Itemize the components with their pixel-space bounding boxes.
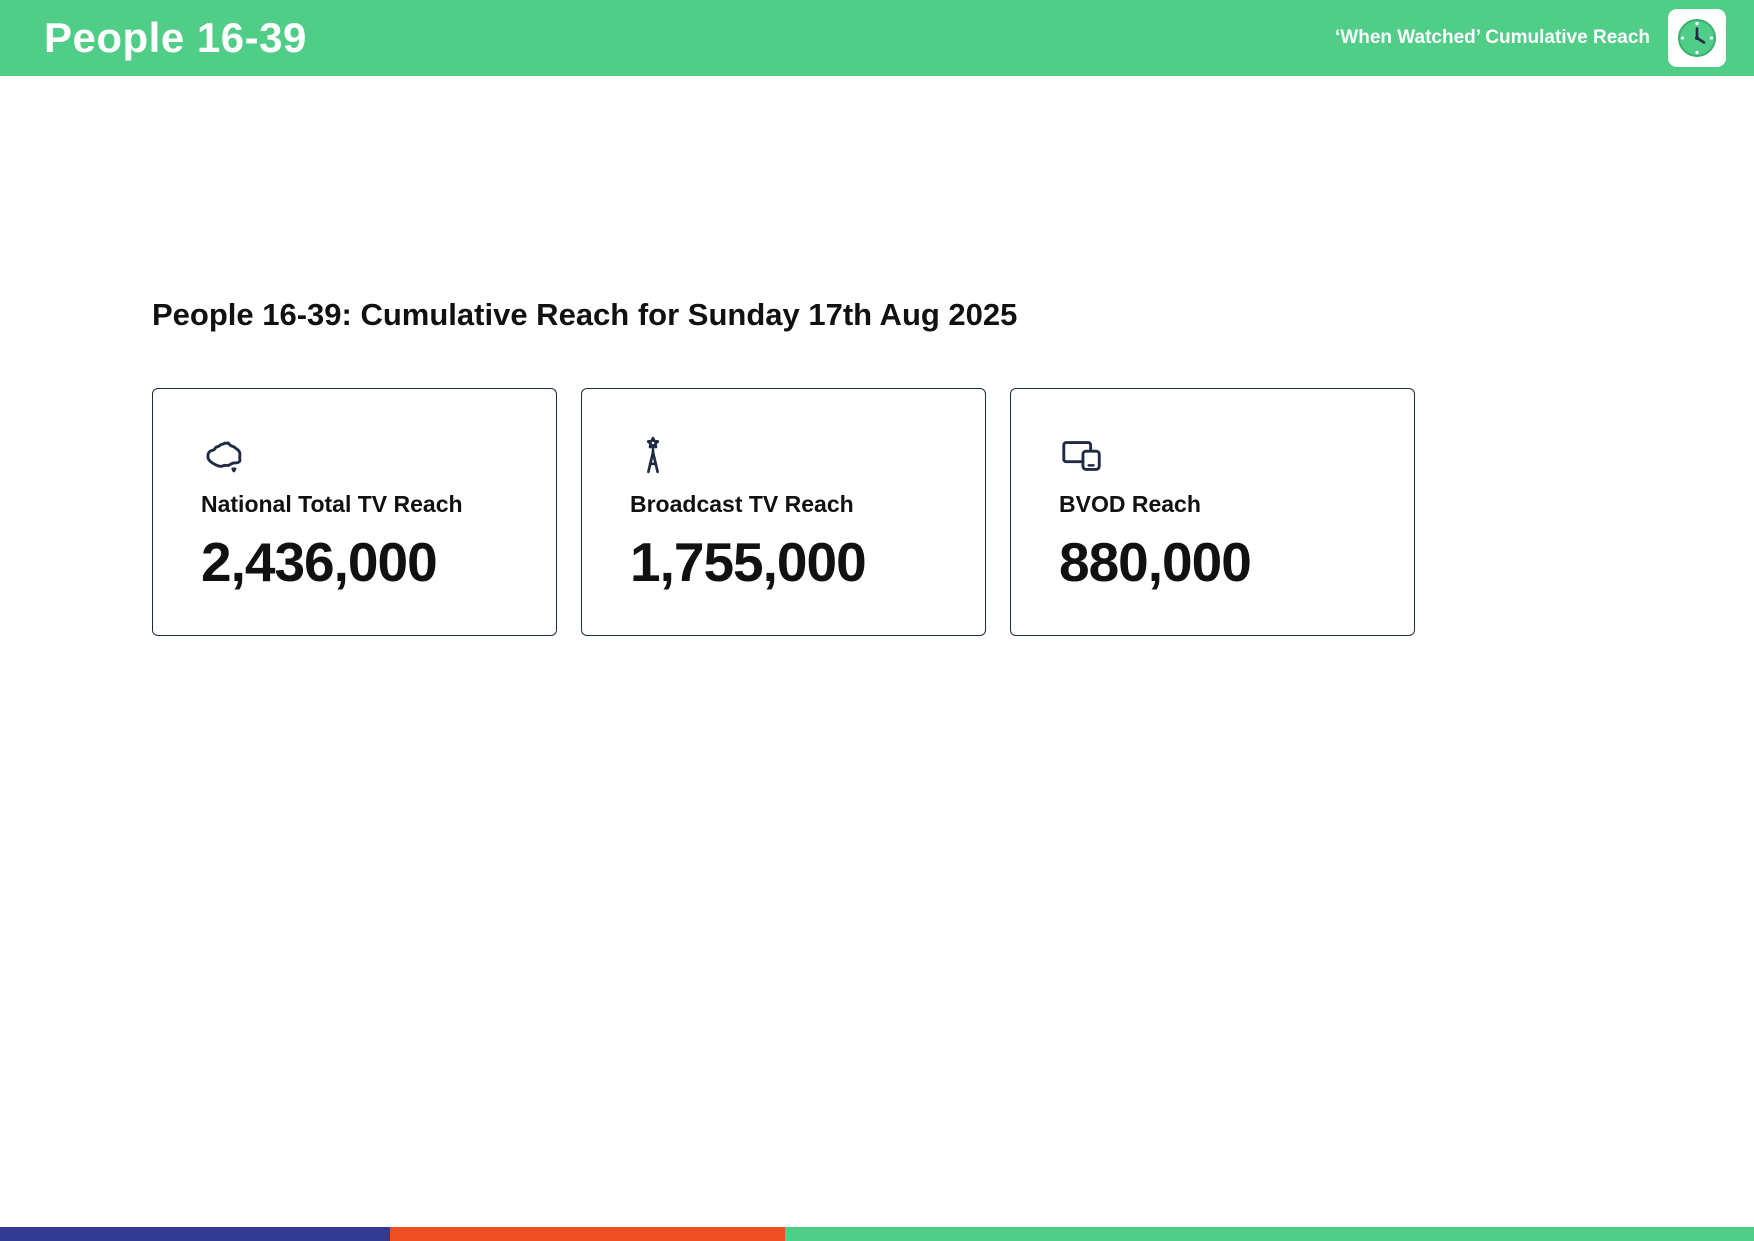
- broadcast-tower-icon: [646, 436, 660, 474]
- footer-segment-green: [785, 1227, 1754, 1241]
- card-label: Broadcast TV Reach: [630, 491, 854, 517]
- header-subtitle: ‘When Watched’ Cumulative Reach: [1335, 27, 1650, 48]
- page-title: People 16-39: [44, 14, 307, 61]
- devices-icon: [1062, 441, 1101, 471]
- clock-logo-glyph: [1678, 19, 1716, 57]
- kpi-cards-row: National Total TV Reach 2,436,000 Broadc…: [152, 388, 1415, 636]
- footer-segment-orange: [390, 1227, 785, 1241]
- card-broadcast-tv-reach: Broadcast TV Reach 1,755,000: [581, 388, 986, 636]
- clock-logo-icon: [1668, 9, 1726, 67]
- card-bvod-reach: BVOD Reach 880,000: [1010, 388, 1415, 636]
- card-value: 2,436,000: [201, 531, 438, 593]
- card-label: BVOD Reach: [1059, 491, 1201, 517]
- card-value: 1,755,000: [630, 531, 867, 593]
- header-right-group: ‘When Watched’ Cumulative Reach: [1335, 9, 1726, 67]
- australia-map-icon: [206, 441, 242, 473]
- footer-segment-blue: [0, 1227, 390, 1241]
- card-label: National Total TV Reach: [201, 491, 463, 517]
- footer-accent-bar: [0, 1227, 1754, 1241]
- report-title: People 16-39: Cumulative Reach for Sunda…: [152, 297, 1018, 332]
- card-national-total-tv-reach: National Total TV Reach 2,436,000: [152, 388, 557, 636]
- header-bar: People 16-39 ‘When Watched’ Cumulative R…: [0, 0, 1754, 76]
- card-value: 880,000: [1059, 531, 1252, 593]
